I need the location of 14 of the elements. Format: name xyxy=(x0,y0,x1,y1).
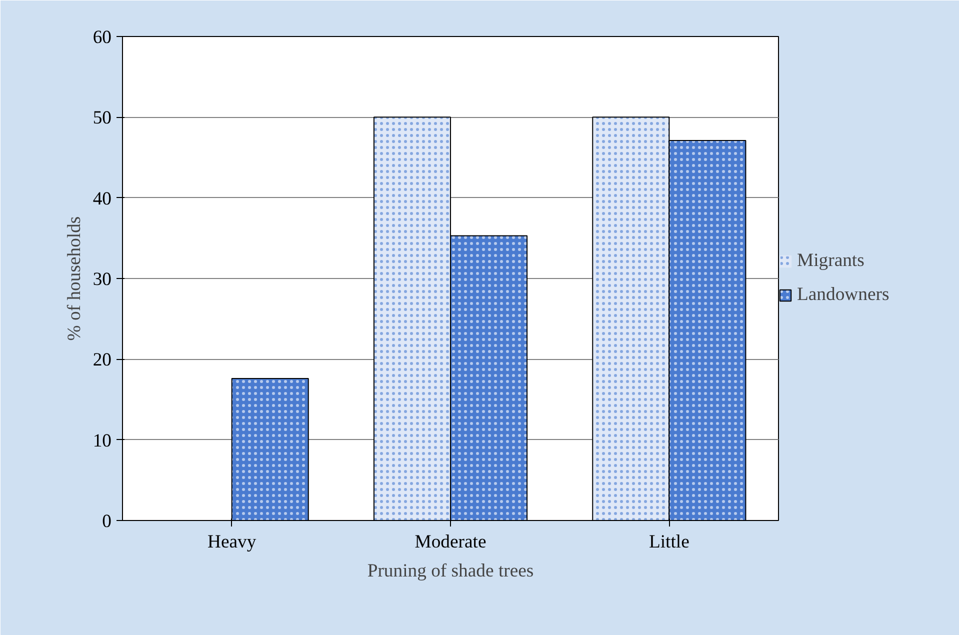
x-axis-title: Pruning of shade trees xyxy=(367,560,534,582)
y-tick-label: 40 xyxy=(92,188,112,210)
legend-label: Landowners xyxy=(797,284,890,306)
legend-label: Migrants xyxy=(797,250,864,272)
y-tick-label: 10 xyxy=(92,430,112,452)
y-tick-label: 50 xyxy=(92,108,112,129)
x-tick-label: Heavy xyxy=(207,532,257,552)
y-tick-label: 30 xyxy=(92,269,112,290)
x-tick-label: Moderate xyxy=(414,532,486,552)
y-tick-label: 20 xyxy=(92,350,112,371)
y-axis-title: % of households xyxy=(64,216,85,341)
y-tick-label: 0 xyxy=(102,511,112,532)
y-tick-label: 60 xyxy=(92,27,112,48)
x-tick-label: Little xyxy=(648,532,690,552)
